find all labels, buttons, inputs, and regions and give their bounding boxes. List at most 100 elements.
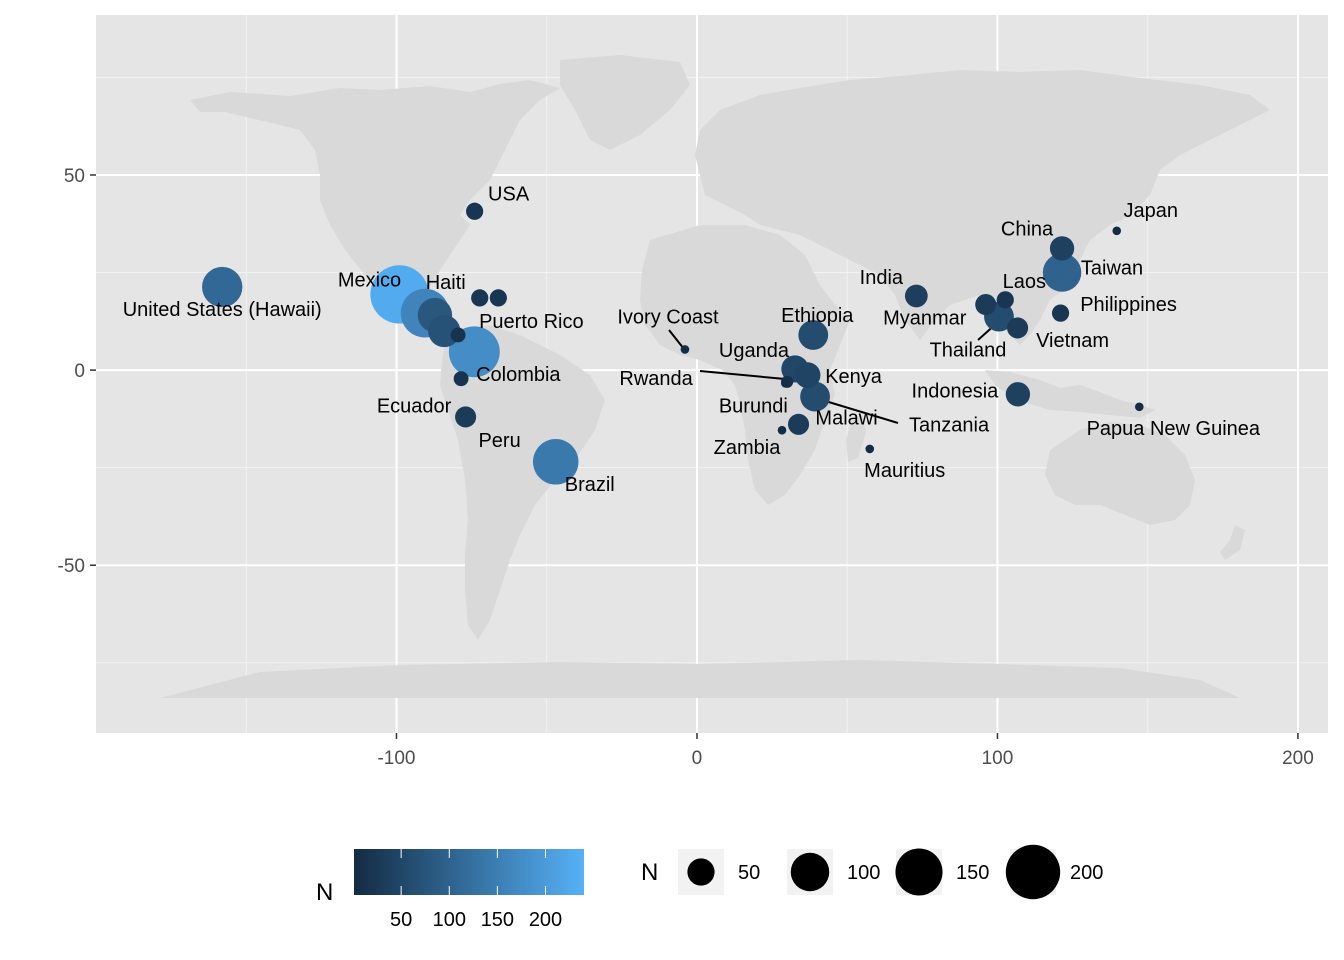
size-key-label: 50 [738,862,760,884]
country-point [680,345,690,354]
country-label: Malawi [815,407,877,429]
country-label: Zambia [714,437,782,459]
colorbar-label: 100 [433,909,466,931]
country-label: Uganda [719,340,790,362]
country-label: Taiwan [1081,258,1143,280]
size-key-label: 200 [1070,862,1103,884]
country-label: Ethiopia [781,305,854,327]
colorbar-label: 50 [390,909,412,931]
x-axis: -100 0 100 200 [377,733,1314,769]
country-point [1134,402,1144,412]
japan-shape [1115,175,1142,222]
data-points [202,202,1144,485]
y-tick-label: -50 [58,556,85,577]
eurasia-shape [695,70,1270,345]
country-point [865,444,875,454]
colorbar-label: 200 [529,909,562,931]
country-label: Puerto Rico [479,311,584,333]
country-point [1042,253,1082,292]
country-point [975,294,997,316]
australia-shape [1045,422,1195,525]
colorbar-label: 150 [481,909,514,931]
north-america-shape [190,80,560,300]
color-legend: N 50 100 150 200 [316,849,584,931]
country-label: Colombia [476,364,561,386]
country-label: Rwanda [619,368,693,390]
country-label: Mexico [338,269,401,291]
rwanda-leader [699,370,786,380]
country-point [777,425,787,435]
country-point [450,327,466,343]
country-label: India [860,267,904,289]
country-point [471,289,489,307]
country-point [532,439,579,485]
country-label: Tanzania [909,415,990,437]
africa-shape [640,225,850,505]
country-label: Ivory Coast [617,306,719,328]
new-zealand-shape [1220,525,1245,560]
country-label: USA [488,183,530,205]
country-label: Mauritius [864,460,945,482]
country-label: China [1001,218,1054,240]
label-leader-lines [668,321,999,424]
ivory-coast-leader [668,329,685,350]
land-masses [160,55,1270,698]
country-point [904,284,928,308]
greenland-shape [560,55,690,150]
country-point [1112,226,1122,236]
country-label: United States (Hawaii) [123,299,322,321]
country-label: Japan [1124,200,1179,222]
color-legend-title: N [316,879,333,906]
country-point [788,413,810,435]
size-key-dot [895,848,943,896]
country-label: Philippines [1080,294,1177,316]
y-tick-label: 50 [64,166,85,187]
country-label: Vietnam [1036,330,1109,352]
country-point [1049,236,1075,261]
country-point [781,379,790,388]
country-labels: United States (Hawaii) USA Mexico Haiti Puer… [123,183,1261,496]
size-key-dot [687,858,715,886]
indonesia-shape [985,370,1155,418]
country-label: Kenya [825,366,883,388]
country-point [996,291,1014,309]
country-point [489,289,507,307]
country-point [1007,317,1029,339]
size-key-dot [1005,844,1061,900]
size-legend-title: N [641,859,658,886]
y-axis: -50 0 50 [58,166,96,577]
x-tick-label: -100 [377,748,415,769]
madagascar-shape [846,415,866,462]
south-america-shape [440,325,605,640]
country-point [798,320,829,350]
country-label: Peru [478,430,520,452]
country-label: Ecuador [377,396,452,418]
x-tick-label: 100 [982,748,1014,769]
tanzania-leader [821,399,899,424]
size-key-label: 100 [847,862,880,884]
country-point [453,371,469,387]
country-label: Thailand [930,340,1007,362]
country-point [794,362,821,389]
x-tick-label: 200 [1282,748,1314,769]
country-label: Laos [1003,271,1046,293]
country-point [202,266,243,308]
country-label: Myanmar [883,308,967,330]
size-key-label: 150 [956,862,989,884]
size-key-dot [790,852,830,892]
size-legend: N 50 100 150 200 [641,844,1103,900]
country-label: Papua New Guinea [1087,418,1261,440]
country-point [466,202,484,220]
country-label: Burundi [719,395,788,417]
country-point [800,381,830,412]
country-label: Brazil [565,474,615,496]
country-point [1051,304,1070,322]
country-label: Haiti [426,272,466,294]
country-label: Indonesia [912,380,1000,402]
y-tick-label: 0 [74,361,85,382]
country-point [1005,382,1031,407]
country-point [455,406,477,428]
x-tick-label: 0 [692,748,703,769]
colorbar [354,849,584,895]
